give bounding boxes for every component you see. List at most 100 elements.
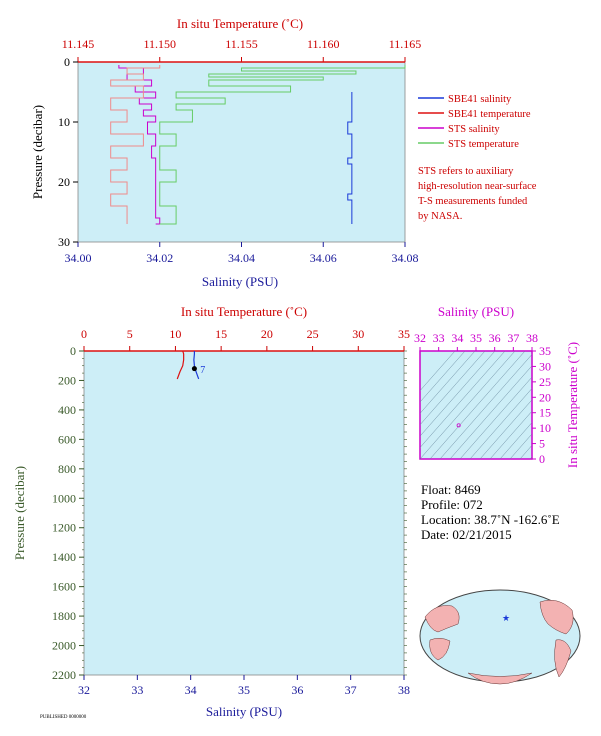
top-temp-axis-label: In situ Temperature (˚C) [177,16,303,31]
top-pressure-tick-label: 0 [64,55,70,69]
ts-sal-tick-label: 33 [433,331,445,345]
bottom-pressure-tick-label: 1000 [52,491,76,505]
bottom-pressure-tick-label: 0 [70,344,76,358]
ts-temp-tick-label: 15 [539,406,551,420]
top-sal-tick-label: 34.08 [392,251,419,265]
ts-contour-line [449,365,532,459]
ts-points [456,423,461,428]
ts-temp-tick-label: 10 [539,421,551,435]
location: Location: 38.7˚N -162.6˚E [421,512,560,527]
ts-temp-tick-label: 20 [539,390,551,404]
top-temp-tick-label: 11.145 [62,37,95,51]
bottom-temp-tick-label: 20 [261,327,273,341]
top-series-sbe41-salinity [347,92,353,224]
bottom-temp-axis-label: In situ Temperature (˚C) [181,304,307,319]
bottom-series-temperature [176,350,185,380]
top-sal-tick-label: 34.00 [65,251,92,265]
map-land-australia [429,638,451,661]
ts-temp-tick-label: 25 [539,375,551,389]
bottom-pressure-tick-label: 600 [58,432,76,446]
ts-contour-line [489,410,532,459]
bottom-sal-tick-label: 37 [345,683,357,697]
bottom-temp-tick-label: 5 [127,327,133,341]
ts-sal-tick-label: 37 [507,331,519,345]
map-land-antarctica [467,672,533,685]
top-temp-tick-label: 11.165 [389,37,422,51]
bottom-pressure-axis-label: Pressure (decibar) [12,466,27,560]
ts-salinity-ticks: 32 33 34 35 36 37 38 [414,331,538,351]
bottom-sal-tick-label: 38 [398,683,410,697]
bottom-pressure-tick-label: 2200 [52,668,76,682]
float-id: Float: 8469 [421,482,481,497]
bottom-temp-tick-label: 15 [215,327,227,341]
ts-plot-area [419,350,533,460]
bottom-pressure-tick-label: 1600 [52,580,76,594]
top-series-sts-temperature [159,65,406,225]
top-series-group [78,61,406,225]
note-line-2: high-resolution near-surface [418,181,537,192]
ts-point [456,423,461,428]
bottom-series-group [84,350,404,380]
bottom-temp-tick-label: 0 [81,327,87,341]
top-salinity-axis-label: Salinity (PSU) [202,274,278,289]
ts-salinity-axis-label: Salinity (PSU) [438,304,514,319]
ts-contour-line [420,351,506,448]
ts-contour-line [420,351,466,403]
top-pressure-tick-label: 20 [58,175,70,189]
legend-label-sbe41-salinity: SBE41 salinity [448,94,512,105]
ts-contour-line [499,422,532,459]
ts-contour-line [429,351,526,459]
note-line-4: by NASA. [418,211,462,222]
footer-code: PUBLISHED 0000000 [40,715,87,720]
ts-temp-tick-label: 30 [539,359,551,373]
ts-contour-line [459,376,532,459]
bottom-pressure-ticks: 0 200 400 600 800 1000 1200 1400 1600 1800 2000 220… [52,344,407,682]
bottom-sal-tick-label: 35 [238,683,250,697]
bottom-profile-point [191,366,197,372]
sts-note: STS refers to auxiliary high-resolution … [418,166,537,222]
ts-contour-line [420,351,476,414]
top-sal-ticks: 34.00 34.02 34.04 34.06 34.08 [65,242,419,265]
bottom-chart: In situ Temperature (˚C) 0 5 10 15 20 25 30 35 … [12,304,410,719]
legend-label-sts-salinity: STS salinity [448,124,500,135]
bottom-sal-tick-label: 33 [131,683,143,697]
ts-sal-tick-label: 35 [470,331,482,345]
note-line-1: STS refers to auxiliary [418,166,514,177]
ts-contour-line [420,351,456,392]
ts-contour-line [509,433,532,459]
bottom-salinity-axis-label: Salinity (PSU) [206,704,282,719]
bottom-pressure-tick-label: 400 [58,403,76,417]
ts-contour-line [420,351,496,437]
top-chart: In situ Temperature (˚C) 11.145 11.150 11.… [30,16,537,289]
bottom-pressure-tick-label: 200 [58,373,76,387]
top-pressure-ticks: 0 10 20 30 [58,55,78,249]
ts-contour-line [420,351,486,426]
map-land-north-america [539,600,574,635]
top-series-sts-temperature-pink- [110,65,161,224]
bottom-pressure-tick-label: 800 [58,462,76,476]
ts-temp-tick-label: 35 [539,344,551,358]
bottom-pressure-tick-label: 1200 [52,521,76,535]
top-sal-tick-label: 34.06 [310,251,337,265]
note-line-3: T-S measurements funded [418,196,528,207]
top-temp-tick-label: 11.155 [225,37,258,51]
bottom-temp-tick-label: 35 [398,327,410,341]
map-land-south-america [554,639,572,678]
top-temp-ticks: 11.145 11.150 11.155 11.160 11.165 [62,37,422,62]
top-pressure-axis-label: Pressure (decibar) [30,105,45,199]
ts-temperature-axis-label: In situ Temperature (˚C) [565,342,580,468]
ts-sal-tick-label: 38 [526,331,538,345]
profile-annotation: 7 [200,365,205,376]
legend-label-sts-temperature: STS temperature [448,139,519,150]
bottom-plot-area [83,350,405,676]
bottom-temp-tick-label: 30 [352,327,364,341]
ts-sal-tick-label: 32 [414,331,426,345]
ts-temp-tick-label: 5 [539,437,545,451]
world-map: ★ [419,589,581,685]
legend-label-sbe41-temperature: SBE41 temperature [448,109,531,120]
ts-contour-line [439,354,532,459]
profile-number: Profile: 072 [421,497,483,512]
ts-contour-line [479,399,532,459]
top-legend: SBE41 salinity SBE41 temperature STS sal… [418,94,531,150]
